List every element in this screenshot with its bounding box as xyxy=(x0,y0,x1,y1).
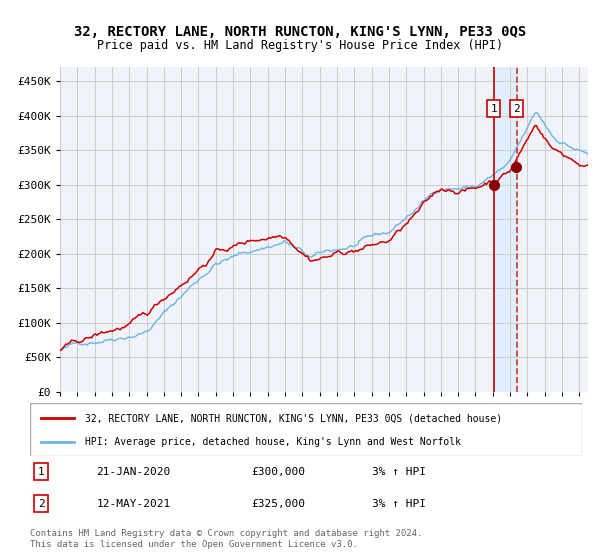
Text: 2: 2 xyxy=(513,104,520,114)
Text: 32, RECTORY LANE, NORTH RUNCTON, KING'S LYNN, PE33 0QS (detached house): 32, RECTORY LANE, NORTH RUNCTON, KING'S … xyxy=(85,413,502,423)
Text: 3% ↑ HPI: 3% ↑ HPI xyxy=(372,499,426,509)
Text: HPI: Average price, detached house, King's Lynn and West Norfolk: HPI: Average price, detached house, King… xyxy=(85,436,461,446)
Text: Contains HM Land Registry data © Crown copyright and database right 2024.
This d: Contains HM Land Registry data © Crown c… xyxy=(30,529,422,549)
Text: 32, RECTORY LANE, NORTH RUNCTON, KING'S LYNN, PE33 0QS: 32, RECTORY LANE, NORTH RUNCTON, KING'S … xyxy=(74,25,526,39)
Text: £325,000: £325,000 xyxy=(251,499,305,509)
Text: £300,000: £300,000 xyxy=(251,466,305,477)
Text: 2: 2 xyxy=(38,499,44,509)
Text: 1: 1 xyxy=(38,466,44,477)
Text: 21-JAN-2020: 21-JAN-2020 xyxy=(96,466,170,477)
Text: 12-MAY-2021: 12-MAY-2021 xyxy=(96,499,170,509)
Text: 1: 1 xyxy=(490,104,497,114)
Bar xyxy=(494,67,517,392)
FancyBboxPatch shape xyxy=(30,403,582,456)
Text: 3% ↑ HPI: 3% ↑ HPI xyxy=(372,466,426,477)
Text: Price paid vs. HM Land Registry's House Price Index (HPI): Price paid vs. HM Land Registry's House … xyxy=(97,39,503,52)
